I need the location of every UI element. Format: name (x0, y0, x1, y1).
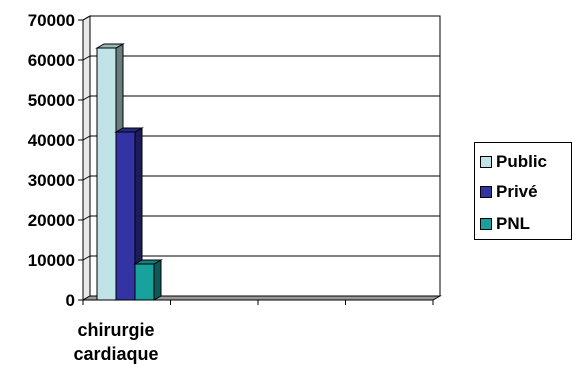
y-tick-label: 20000 (28, 211, 75, 230)
legend-item-pnl: PNL (480, 213, 530, 235)
y-tick-label: 30000 (28, 171, 75, 190)
bar-side (153, 259, 162, 301)
legend-swatch-pnl (480, 218, 492, 230)
legend-label-pnl: PNL (496, 214, 530, 233)
legend: Public Privé PNL (474, 142, 572, 240)
plot-back-wall (90, 16, 440, 296)
gridline-side (82, 175, 91, 181)
y-tick-label: 40000 (28, 131, 75, 150)
gridline-side (82, 95, 91, 101)
gridline-side (82, 55, 91, 61)
y-tick-label: 10000 (28, 251, 75, 270)
legend-swatch-public (480, 156, 492, 168)
gridline-side (82, 255, 91, 261)
bar-privé (115, 131, 136, 301)
y-tick-label: 60000 (28, 51, 75, 70)
y-tick-label: 50000 (28, 91, 75, 110)
gridline-side (82, 215, 91, 221)
bar-public (96, 47, 117, 301)
legend-item-public: Public (480, 151, 547, 173)
plot-side-wall (82, 15, 91, 301)
x-category-line-1: chirurgie (77, 320, 155, 340)
bar-pnl (134, 263, 155, 301)
legend-label-public: Public (496, 152, 548, 171)
y-tick-label: 70000 (28, 11, 75, 30)
gridline-side (82, 15, 91, 21)
legend-item-prive: Privé (480, 181, 538, 203)
legend-label-prive: Privé (496, 182, 538, 201)
x-category-label: chirurgie cardiaque (60, 318, 172, 366)
gridline-side (82, 135, 91, 141)
legend-swatch-prive (480, 186, 492, 198)
x-category-line-2: cardiaque (73, 344, 159, 364)
y-tick-label: 0 (66, 291, 75, 310)
